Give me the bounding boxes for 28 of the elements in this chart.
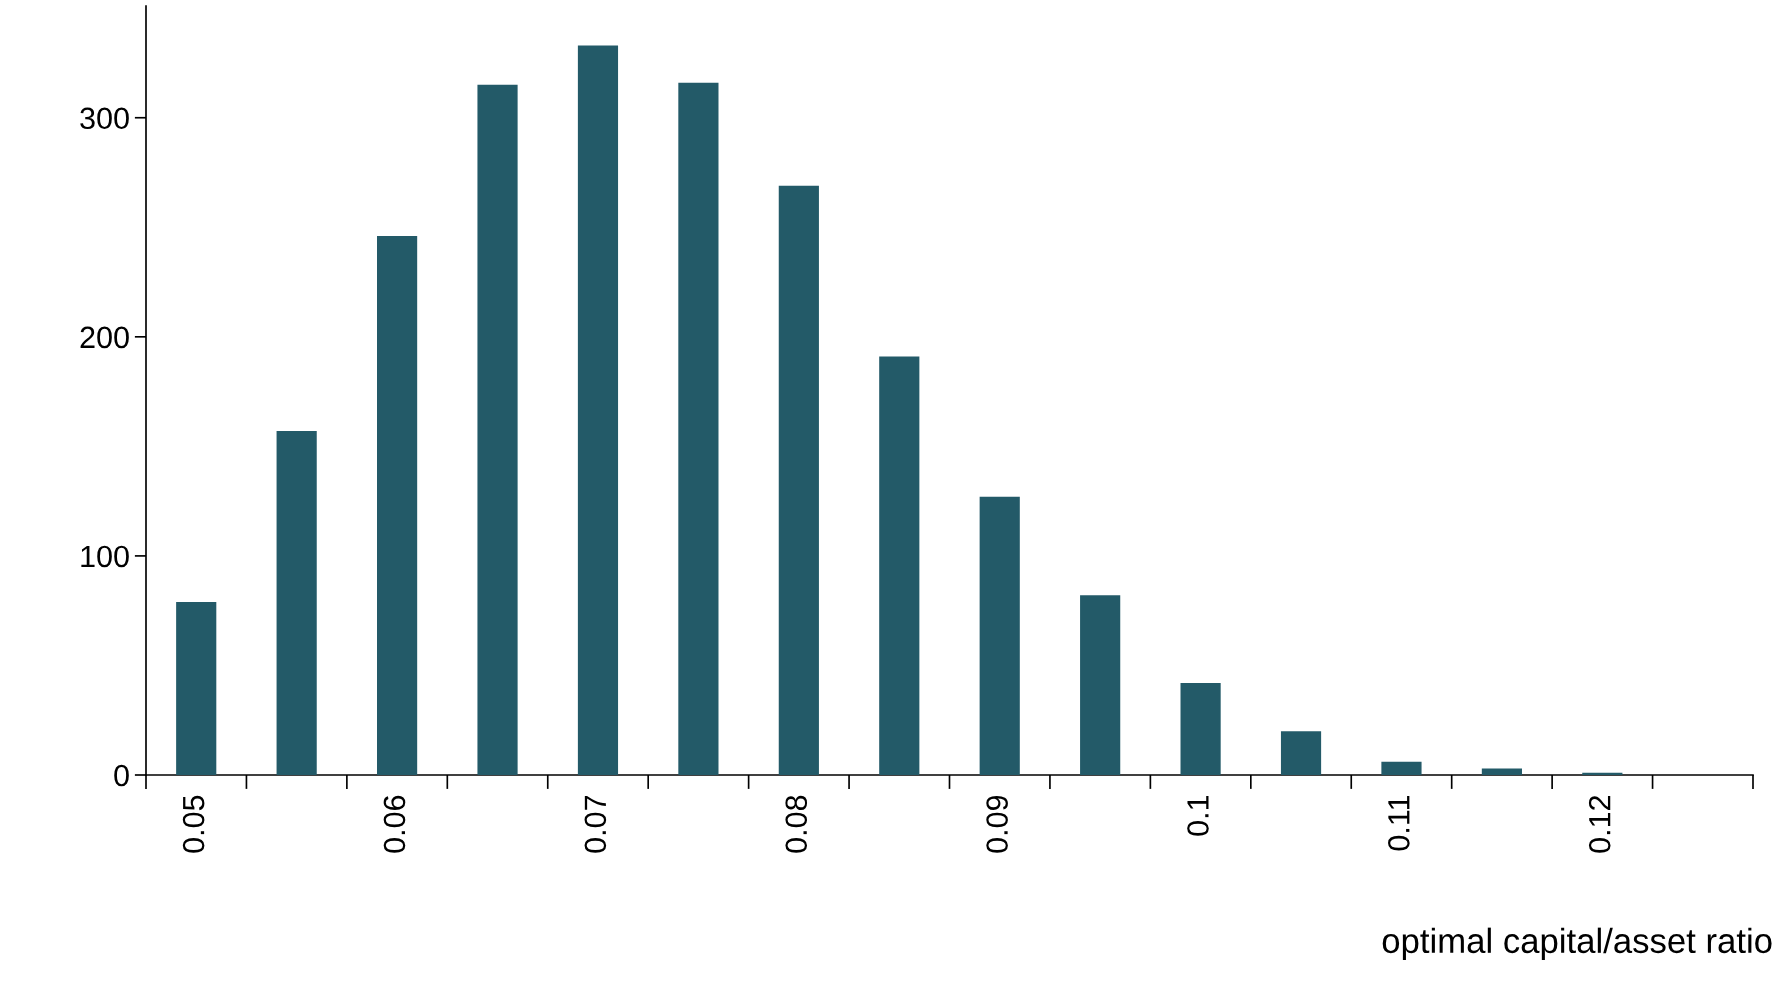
bar xyxy=(979,496,1020,775)
bar xyxy=(1381,761,1422,775)
y-tick-label: 200 xyxy=(80,326,129,349)
x-tick-label: 0.09 xyxy=(986,795,1008,853)
bar xyxy=(276,431,317,775)
x-axis-title: optimal capital/asset ratio xyxy=(1382,927,1772,960)
x-tick-label: 0.12 xyxy=(1588,795,1611,853)
bar xyxy=(1280,731,1322,775)
bar xyxy=(1180,682,1221,775)
x-tick-label: 0.11 xyxy=(1388,795,1410,851)
y-tick-label: 100 xyxy=(81,545,129,568)
bar xyxy=(377,236,418,775)
x-tick-label: 0.05 xyxy=(182,795,205,853)
bar xyxy=(477,84,518,775)
bar xyxy=(1582,772,1623,775)
bar xyxy=(778,185,819,775)
bar xyxy=(1080,595,1121,775)
bar xyxy=(1481,768,1522,775)
x-tick-label: 0.07 xyxy=(584,795,607,853)
x-tick-label: 0.08 xyxy=(785,795,808,853)
x-tick-label: 0.1 xyxy=(1187,795,1209,836)
y-tick-label: 0 xyxy=(114,764,129,787)
bar xyxy=(879,356,920,775)
x-tick-label: 0.06 xyxy=(383,795,406,853)
bar xyxy=(678,82,719,775)
bar xyxy=(577,45,619,775)
bar xyxy=(176,601,217,775)
y-tick-label: 300 xyxy=(80,107,129,130)
